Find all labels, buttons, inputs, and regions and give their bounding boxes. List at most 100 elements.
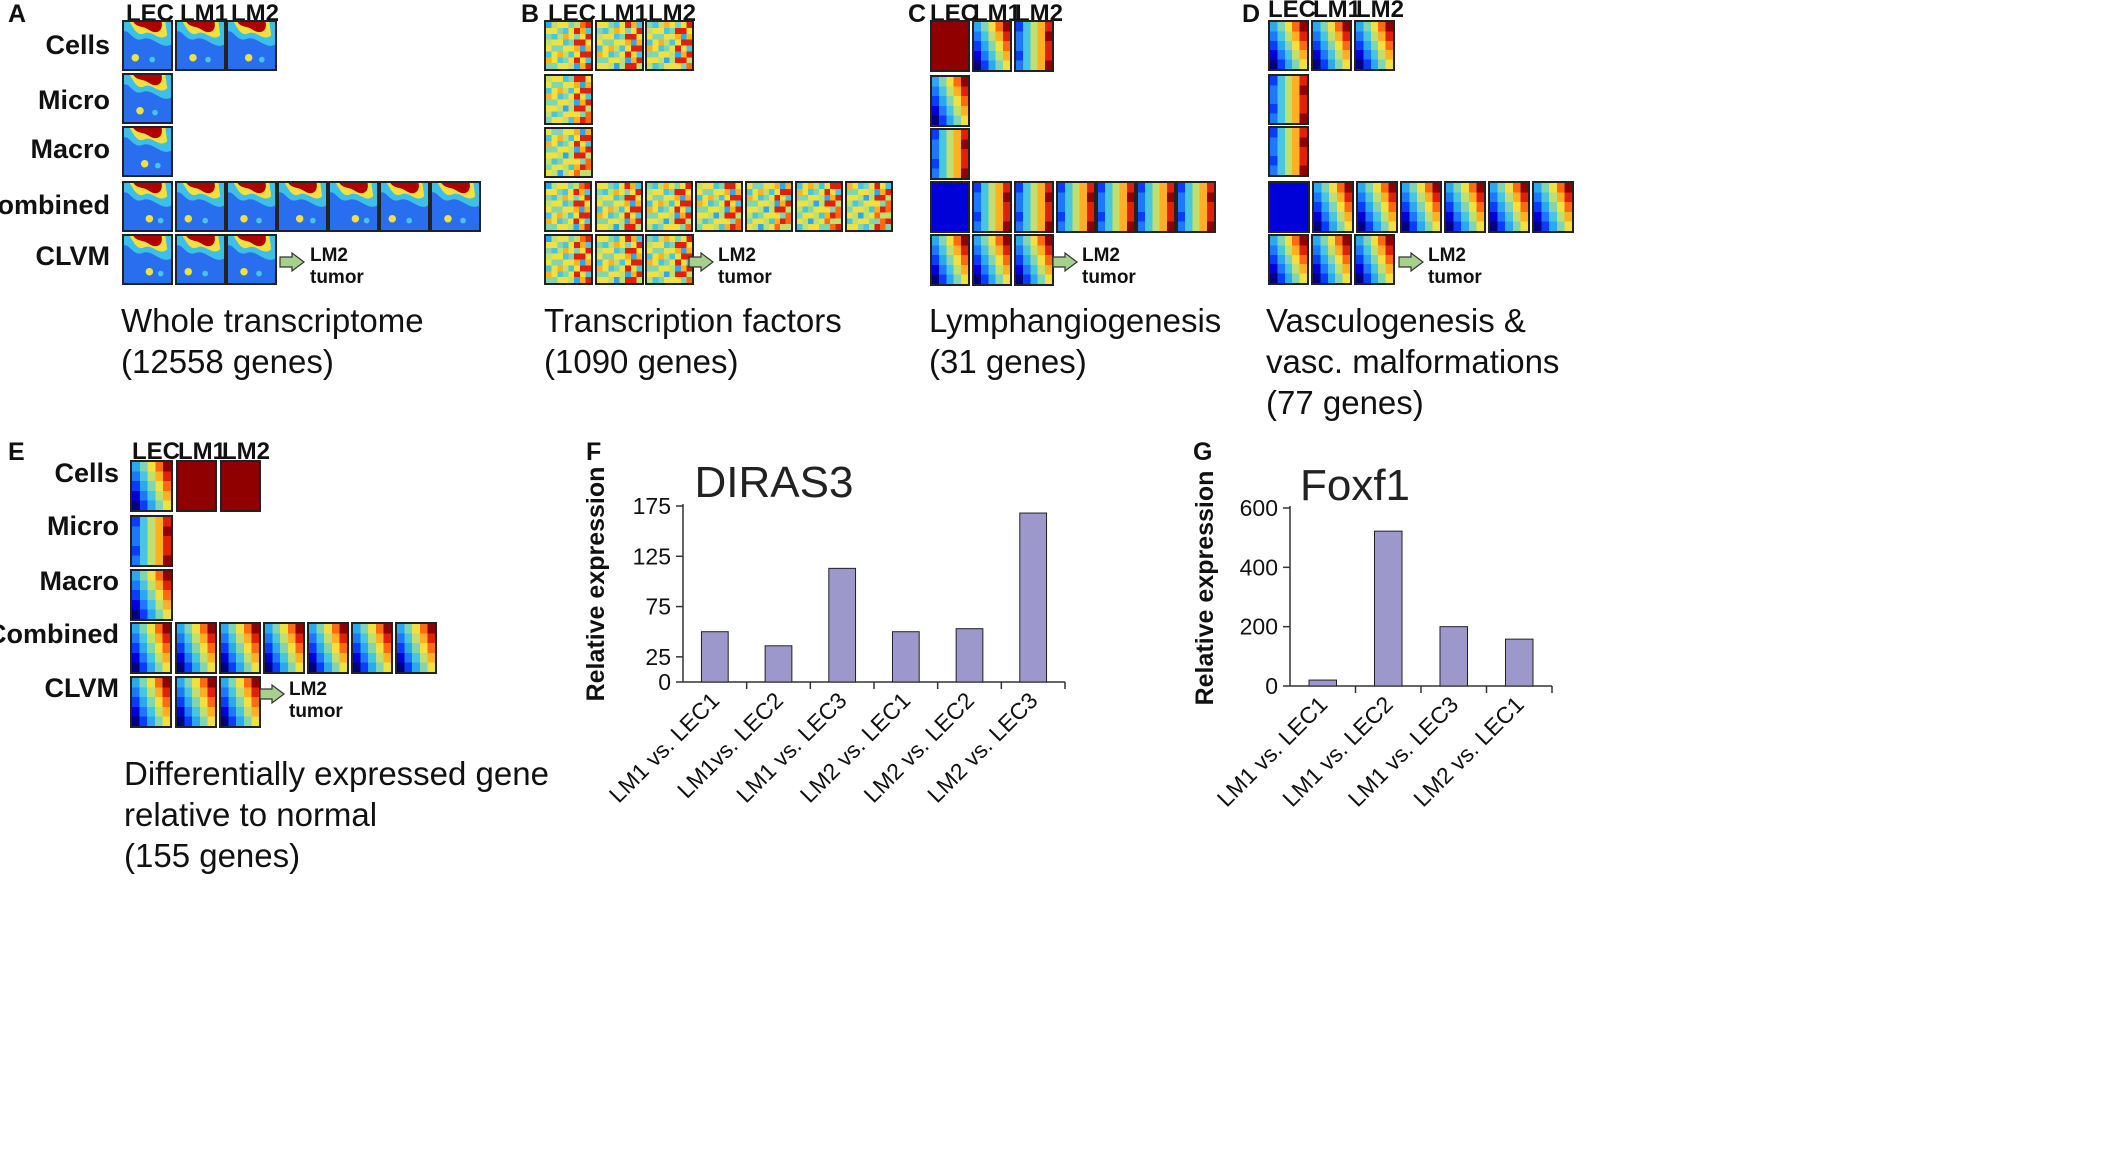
row-label-combined: Combined <box>0 190 110 220</box>
bar <box>700 631 729 683</box>
heatmap-tile <box>307 622 349 674</box>
y-tick-label: 0 <box>1265 673 1278 699</box>
row-label-macro: Macro <box>39 566 119 596</box>
caption-panel-c: Lymphangiogenesis (31 genes) <box>929 302 1222 380</box>
col-header-lm2: LM2 <box>1356 0 1404 23</box>
heatmap-tile <box>226 20 277 71</box>
panel-letter-b: B <box>521 0 540 28</box>
heatmap-tile <box>595 181 643 232</box>
heatmap-tile <box>645 20 694 71</box>
heatmap-tile <box>930 75 970 127</box>
heatmap-tile <box>175 20 226 71</box>
heatmap-tile <box>130 515 173 567</box>
heatmap-tile <box>1014 181 1054 233</box>
heatmap-tile <box>1532 181 1574 233</box>
heatmap-tile <box>130 460 173 512</box>
heatmap-tile <box>130 676 172 728</box>
y-tick-label: 600 <box>1240 495 1278 521</box>
y-tick-label: 400 <box>1240 554 1278 580</box>
row-label-macro: Macro <box>30 134 110 164</box>
right-arrow-icon <box>688 252 714 272</box>
y-tick-label: 75 <box>645 594 671 620</box>
chart-title: DIRAS3 <box>695 458 854 507</box>
heatmap-tile <box>122 126 173 177</box>
heatmap-tile <box>645 181 693 232</box>
heatmap-tile <box>544 127 593 178</box>
heatmap-tile <box>130 569 173 621</box>
heatmap-tile <box>263 622 305 674</box>
y-tick-label: 25 <box>645 644 671 670</box>
heatmap-tile <box>1268 234 1309 285</box>
heatmap-tile <box>1056 181 1096 233</box>
heatmap-tile <box>1176 181 1216 233</box>
heatmap-tile <box>175 622 217 674</box>
arrow-label: LM2 tumor <box>310 245 364 288</box>
heatmap-tile <box>379 181 430 232</box>
heatmap-tile <box>220 460 261 512</box>
heatmap-tile <box>219 622 261 674</box>
arrow-label: LM2 tumor <box>1082 245 1136 288</box>
heatmap-tile <box>1354 20 1395 71</box>
heatmap-tile <box>544 181 592 232</box>
right-arrow-icon <box>1398 252 1424 272</box>
heatmap-tile <box>645 234 694 285</box>
x-tick-label: LM1 vs. LEC1 <box>604 687 725 808</box>
row-label-cells: Cells <box>45 30 110 60</box>
heatmap-tile <box>175 676 217 728</box>
heatmap-tile <box>226 181 277 232</box>
bar <box>828 567 857 683</box>
heatmap-tile <box>130 622 172 674</box>
right-arrow-icon <box>259 684 285 704</box>
heatmap-tile <box>930 234 970 286</box>
row-label-micro: Micro <box>37 85 110 115</box>
heatmap-tile <box>745 181 793 232</box>
x-tick-label: LM2 vs. LEC2 <box>859 687 980 808</box>
heatmap-tile <box>176 460 217 512</box>
x-tick-label: LM2 vs. LEC1 <box>795 687 916 808</box>
y-tick-label: 175 <box>633 493 671 519</box>
y-axis-label: Relative expression <box>1191 471 1219 706</box>
arrow-label: LM2 tumor <box>718 245 772 288</box>
heatmap-tile <box>328 181 379 232</box>
arrow-label: LM2 tumor <box>1428 245 1482 288</box>
heatmap-tile <box>795 181 843 232</box>
bar <box>764 645 793 683</box>
y-tick-label: 200 <box>1240 614 1278 640</box>
heatmap-tile <box>122 234 173 285</box>
row-label-clvm: CLVM <box>35 241 111 271</box>
heatmap-tile <box>1311 20 1352 71</box>
x-tick-label: LM2 vs. LEC3 <box>922 687 1043 808</box>
heatmap-tile <box>122 181 173 232</box>
heatmap-tile <box>1096 181 1136 233</box>
heatmap-tile <box>1312 181 1354 233</box>
heatmap-tile <box>544 20 593 71</box>
panel-letter-g: G <box>1193 438 1213 466</box>
x-tick-label: LM1 vs. LEC3 <box>731 687 852 808</box>
y-tick-label: 0 <box>658 669 671 695</box>
heatmap-tile <box>1444 181 1486 233</box>
heatmap-tile <box>1268 181 1310 233</box>
heatmap-tile <box>1400 181 1442 233</box>
heatmap-tile <box>122 20 173 71</box>
heatmap-tile <box>1356 181 1398 233</box>
heatmap-tile <box>695 181 743 232</box>
panel-letter-c: C <box>908 0 927 28</box>
row-label-clvm: CLVM <box>44 673 120 703</box>
right-arrow-icon <box>1052 252 1078 272</box>
bar <box>891 631 920 683</box>
heatmap-tile <box>226 234 277 285</box>
heatmap-tile <box>351 622 393 674</box>
bar <box>1308 679 1338 687</box>
heatmap-tile <box>845 181 893 232</box>
heatmap-tile <box>930 128 970 180</box>
caption-panel-a: Whole transcriptome (12558 genes) <box>121 302 424 380</box>
heatmap-tile <box>930 181 970 233</box>
heatmap-tile <box>595 234 644 285</box>
col-header-lec: LEC <box>1268 0 1316 23</box>
heatmap-tile <box>395 622 437 674</box>
heatmap-tile <box>1488 181 1530 233</box>
caption-panel-e: Differentially expressed gene relative to… <box>124 755 549 874</box>
row-label-micro: Micro <box>46 511 119 541</box>
heatmap-tile <box>972 234 1012 286</box>
